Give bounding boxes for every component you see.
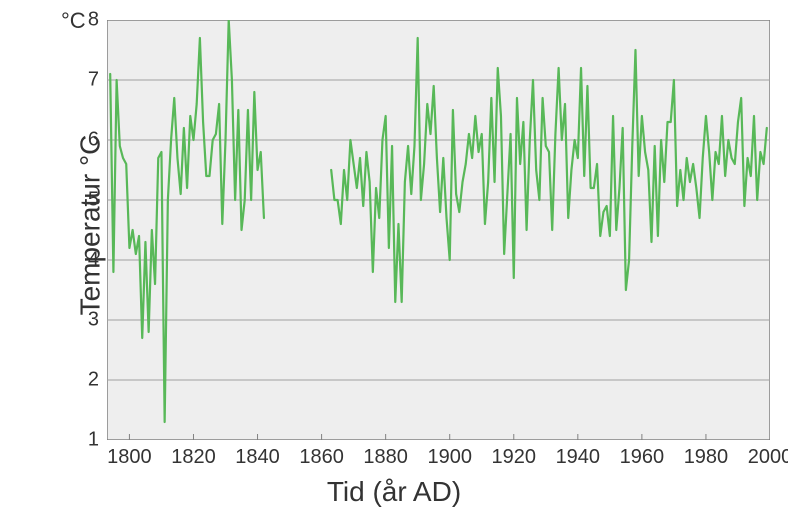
chart-svg	[107, 20, 770, 440]
x-tick-label: 1840	[235, 440, 280, 469]
x-tick-label: 1920	[492, 440, 537, 469]
plot-background	[107, 20, 770, 440]
y-axis-label: Temperatur °C	[74, 135, 106, 316]
x-tick-label: 1980	[684, 440, 729, 469]
y-tick-label: 8	[88, 9, 107, 32]
y-tick-label: 6	[88, 129, 107, 152]
y-tick-label: 4	[88, 249, 107, 272]
x-tick-label: 1900	[427, 440, 472, 469]
x-tick-label: 1860	[299, 440, 344, 469]
x-tick-label: 1880	[363, 440, 408, 469]
x-axis-label: Tid (år AD)	[327, 476, 461, 508]
x-tick-label: 1800	[107, 440, 152, 469]
unit-label: °C	[61, 8, 86, 34]
y-tick-label: 1	[88, 429, 107, 452]
x-tick-label: 1820	[171, 440, 216, 469]
x-tick-label: 1940	[556, 440, 601, 469]
y-tick-label: 7	[88, 69, 107, 92]
y-tick-label: 3	[88, 309, 107, 332]
y-tick-label: 2	[88, 369, 107, 392]
plot-area: 1234567818001820184018601880190019201940…	[107, 20, 770, 440]
x-tick-label: 1960	[620, 440, 665, 469]
x-tick-label: 2000	[748, 440, 788, 469]
y-tick-label: 5	[88, 189, 107, 212]
